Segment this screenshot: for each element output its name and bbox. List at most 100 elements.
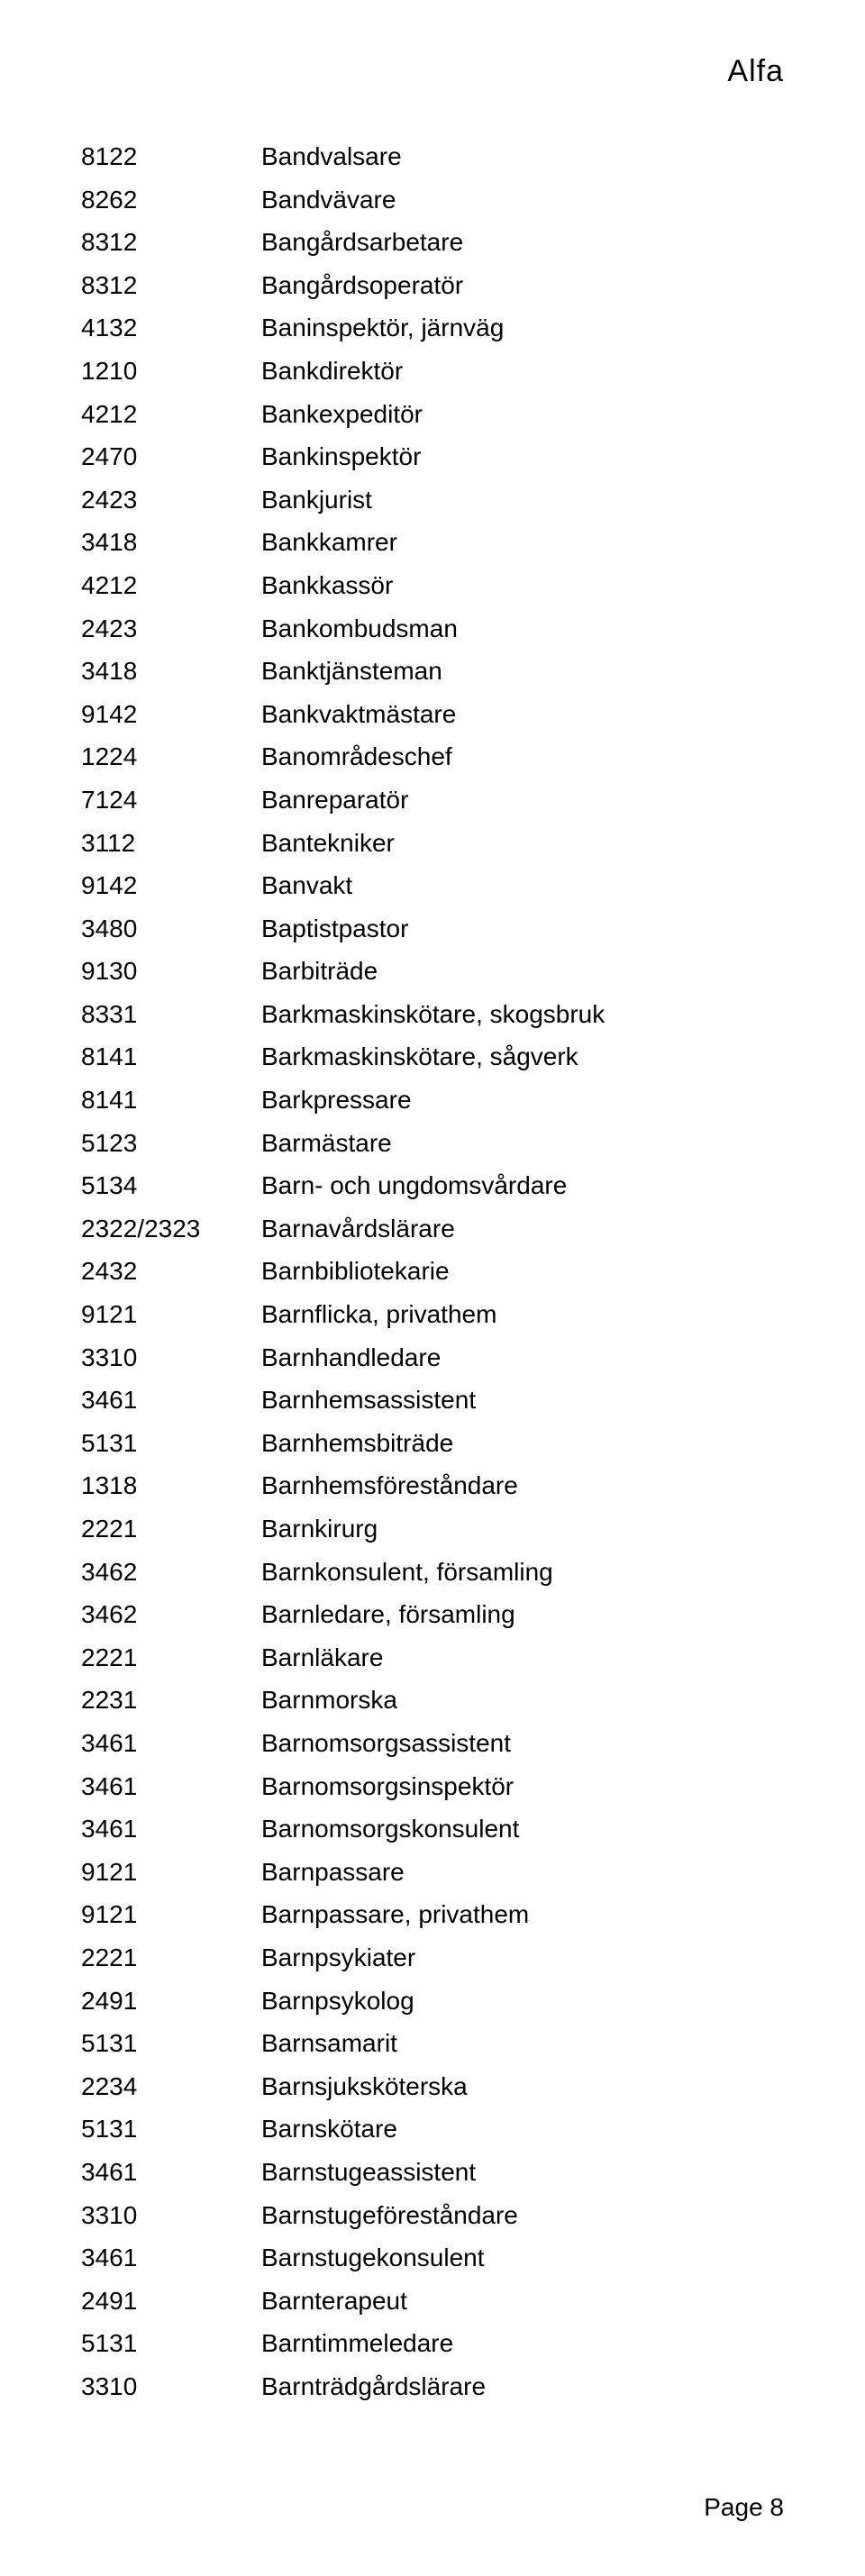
table-row: 5131Barnsamarit: [81, 2022, 784, 2065]
row-label: Bankjurist: [261, 478, 784, 522]
page-header: Alfa: [727, 54, 784, 89]
row-label: Barbiträde: [261, 950, 784, 993]
table-row: 8122Bandvalsare: [81, 135, 784, 178]
table-row: 5131Barnhemsbiträde: [81, 1422, 784, 1465]
row-label: Baptistpastor: [261, 907, 784, 951]
row-code: 2491: [81, 1980, 261, 2023]
row-code: 1210: [81, 350, 261, 393]
table-row: 3461Barnomsorgsassistent: [81, 1722, 784, 1765]
row-code: 1224: [81, 735, 261, 778]
table-row: 4212Bankkassör: [81, 564, 784, 607]
row-label: Barnsamarit: [261, 2022, 784, 2065]
row-label: Banreparatör: [261, 778, 784, 822]
row-label: Bankvaktmästare: [261, 693, 784, 736]
table-row: 3461Barnstugekonsulent: [81, 2236, 784, 2280]
row-label: Bandvävare: [261, 178, 784, 222]
row-label: Barnbibliotekarie: [261, 1250, 784, 1293]
row-label: Banvakt: [261, 864, 784, 907]
table-row: 7124Banreparatör: [81, 778, 784, 822]
row-code: 9121: [81, 1293, 261, 1336]
code-table: 8122Bandvalsare8262Bandvävare8312Bangård…: [81, 135, 784, 2408]
row-code: 3418: [81, 650, 261, 693]
row-label: Barnhemsassistent: [261, 1379, 784, 1422]
table-row: 4212Bankexpeditör: [81, 393, 784, 436]
row-label: Barnhemsbiträde: [261, 1422, 784, 1465]
row-label: Barnstugeassistent: [261, 2151, 784, 2194]
row-label: Barnmorska: [261, 1679, 784, 1722]
table-row: 3310Barnträdgårdslärare: [81, 2365, 784, 2408]
table-row: 2491Barnterapeut: [81, 2280, 784, 2323]
row-label: Bankkassör: [261, 564, 784, 607]
row-code: 9142: [81, 864, 261, 907]
row-code: 9142: [81, 693, 261, 736]
table-row: 8141Barkpressare: [81, 1079, 784, 1122]
row-label: Barnkonsulent, församling: [261, 1551, 784, 1594]
table-row: 2470Bankinspektör: [81, 435, 784, 478]
row-label: Bantekniker: [261, 822, 784, 865]
document-page: Alfa 8122Bandvalsare8262Bandvävare8312Ba…: [0, 0, 865, 2576]
row-code: 2423: [81, 478, 261, 522]
row-code: 8122: [81, 135, 261, 178]
table-row: 3462Barnledare, församling: [81, 1593, 784, 1636]
row-code: 3461: [81, 2151, 261, 2194]
row-code: 3462: [81, 1551, 261, 1594]
row-code: 5134: [81, 1164, 261, 1207]
row-code: 5131: [81, 2107, 261, 2151]
table-row: 4132Baninspektör, järnväg: [81, 306, 784, 350]
row-label: Barnstugeföreståndare: [261, 2194, 784, 2237]
table-row: 8331Barkmaskinskötare, skogsbruk: [81, 993, 784, 1036]
row-label: Bangårdsarbetare: [261, 221, 784, 264]
table-row: 2432Barnbibliotekarie: [81, 1250, 784, 1293]
table-row: 3310Barnstugeföreståndare: [81, 2194, 784, 2237]
row-code: 7124: [81, 778, 261, 822]
row-code: 2221: [81, 1507, 261, 1551]
row-code: 4212: [81, 393, 261, 436]
row-code: 4132: [81, 306, 261, 350]
row-code: 2221: [81, 1636, 261, 1679]
row-code: 5131: [81, 2322, 261, 2365]
table-row: 2234Barnsjuksköterska: [81, 2065, 784, 2108]
row-code: 8262: [81, 178, 261, 222]
table-row: 1210Bankdirektör: [81, 350, 784, 393]
table-row: 2423Bankjurist: [81, 478, 784, 522]
row-label: Barnsjuksköterska: [261, 2065, 784, 2108]
row-label: Bankombudsman: [261, 607, 784, 651]
row-code: 3461: [81, 1722, 261, 1765]
row-label: Bankexpeditör: [261, 393, 784, 436]
table-row: 2221Barnpsykiater: [81, 1936, 784, 1980]
row-code: 3461: [81, 2236, 261, 2280]
table-row: 3461Barnomsorgskonsulent: [81, 1807, 784, 1851]
row-label: Barnledare, församling: [261, 1593, 784, 1636]
row-label: Barnhandledare: [261, 1336, 784, 1379]
row-code: 3310: [81, 1336, 261, 1379]
row-code: 2432: [81, 1250, 261, 1293]
row-label: Banktjänsteman: [261, 650, 784, 693]
row-label: Barntimmeledare: [261, 2322, 784, 2365]
row-label: Bankdirektör: [261, 350, 784, 393]
table-row: 3418Bankkamrer: [81, 521, 784, 564]
row-label: Bankinspektör: [261, 435, 784, 478]
row-label: Barnstugekonsulent: [261, 2236, 784, 2280]
row-label: Barnavårdslärare: [261, 1207, 784, 1251]
row-code: 3480: [81, 907, 261, 951]
table-row: 3462Barnkonsulent, församling: [81, 1551, 784, 1594]
row-code: 2423: [81, 607, 261, 651]
row-label: Bankkamrer: [261, 521, 784, 564]
table-row: 8141Barkmaskinskötare, sågverk: [81, 1035, 784, 1079]
row-code: 8141: [81, 1079, 261, 1122]
row-code: 2322/2323: [81, 1207, 261, 1251]
table-row: 2322/2323Barnavårdslärare: [81, 1207, 784, 1251]
table-row: 1224Banområdeschef: [81, 735, 784, 778]
table-row: 2491Barnpsykolog: [81, 1980, 784, 2023]
table-row: 2221Barnläkare: [81, 1636, 784, 1679]
row-code: 3461: [81, 1379, 261, 1422]
row-label: Barnomsorgsinspektör: [261, 1765, 784, 1808]
row-code: 9121: [81, 1851, 261, 1894]
row-code: 8312: [81, 221, 261, 264]
row-code: 3310: [81, 2365, 261, 2408]
row-label: Bandvalsare: [261, 135, 784, 178]
row-code: 2470: [81, 435, 261, 478]
table-row: 3310Barnhandledare: [81, 1336, 784, 1379]
row-code: 2231: [81, 1679, 261, 1722]
table-row: 8312Bangårdsarbetare: [81, 221, 784, 264]
